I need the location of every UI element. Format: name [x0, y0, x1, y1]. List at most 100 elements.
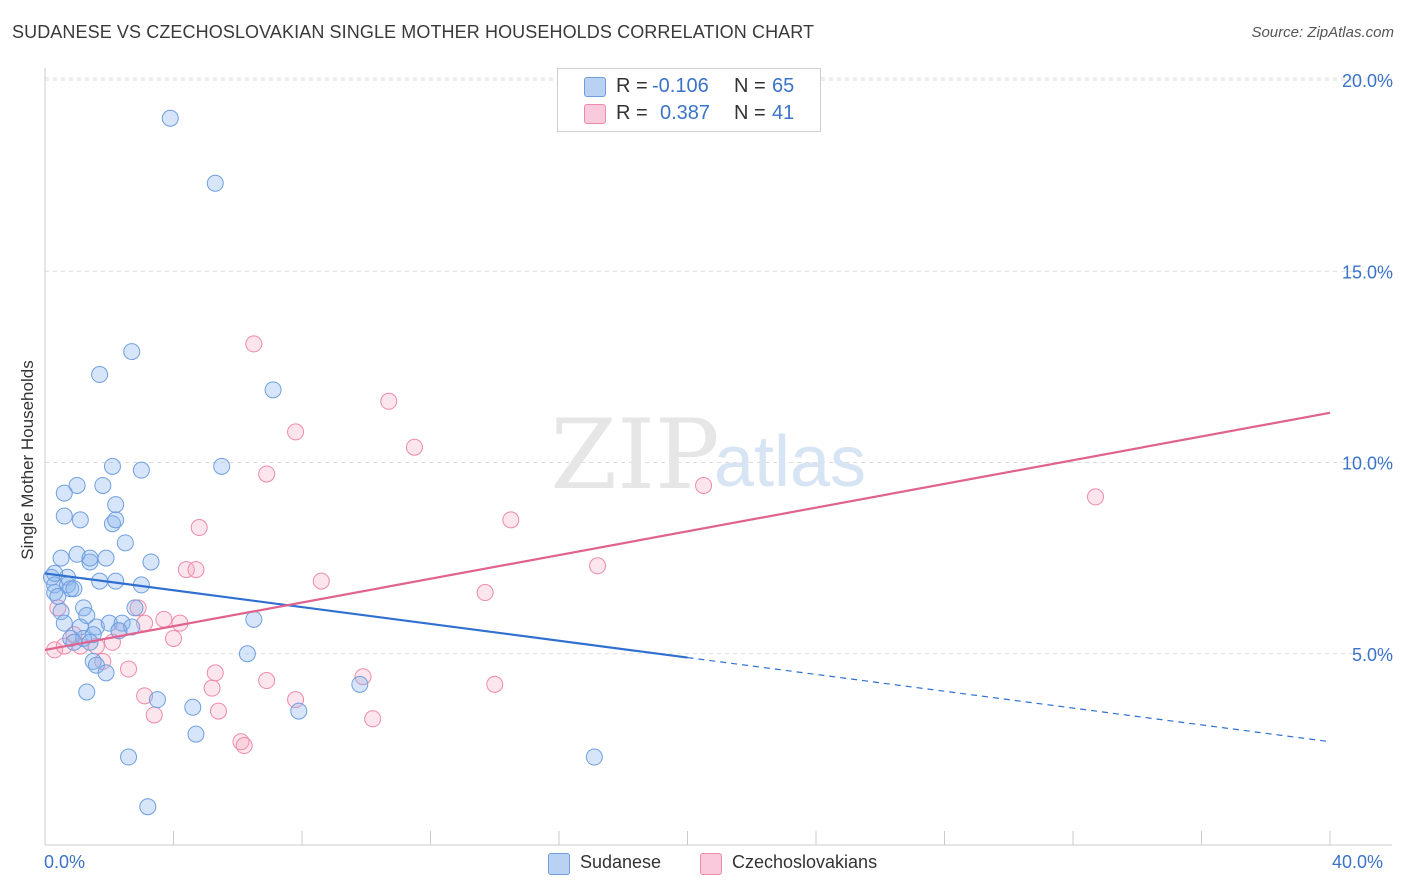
sudanese-point	[187, 725, 205, 743]
bottom-legend-label: Sudanese	[580, 852, 662, 872]
czech-point	[589, 557, 607, 575]
czech-point	[258, 465, 276, 483]
sudanese-point	[91, 366, 109, 384]
sudanese-point	[103, 457, 121, 475]
sudanese-point	[68, 545, 86, 563]
chart-title: SUDANESE VS CZECHOSLOVAKIAN SINGLE MOTHE…	[12, 22, 815, 42]
sudanese-trend-line	[44, 572, 688, 659]
legend-n-label: N =	[734, 102, 766, 124]
czech-point	[120, 660, 138, 678]
sudanese-point	[213, 457, 231, 475]
grid-lines	[45, 77, 1392, 655]
sudanese-point	[290, 702, 308, 720]
czech-point	[502, 511, 520, 529]
czech-points	[46, 335, 1104, 755]
czech-point	[145, 706, 163, 724]
czech-point	[209, 702, 227, 720]
sudanese-point	[65, 633, 83, 651]
czech-point	[177, 561, 195, 579]
y-tick-labels: 5.0% 10.0% 15.0% 20.0%	[1342, 71, 1393, 665]
y-tick-label: 15.0%	[1342, 262, 1393, 282]
sudanese-point	[52, 549, 70, 567]
sudanese-point	[55, 614, 73, 632]
czech-trend-line	[44, 411, 1331, 652]
sudanese-point	[245, 610, 263, 628]
bottom-legend-label: Czechoslovakians	[732, 852, 878, 872]
czech-point	[203, 679, 221, 697]
czech-point	[405, 438, 423, 456]
sudanese-point	[81, 553, 99, 571]
sudanese-point	[78, 683, 96, 701]
sudanese-point	[107, 511, 125, 529]
source-credit: Source: ZipAtlas.com	[1251, 24, 1394, 41]
watermark-zip: ZIP	[550, 399, 719, 511]
sudanese-point	[81, 549, 99, 567]
czech-point	[380, 392, 398, 410]
legend-n-label: N =	[734, 75, 766, 97]
czech-point	[258, 672, 276, 690]
sudanese-point	[148, 691, 166, 709]
sudanese-point	[264, 381, 282, 399]
sudanese-point	[55, 507, 73, 525]
sudanese-point	[97, 549, 115, 567]
sudanese-point	[161, 109, 179, 127]
legend-r-label: R =	[616, 75, 648, 97]
czech-point	[206, 664, 224, 682]
y-tick-label: 5.0%	[1352, 645, 1393, 665]
sudanese-point	[49, 587, 67, 605]
sudanese-point	[107, 496, 125, 514]
y-axis-label: Single Mother Households	[18, 360, 37, 560]
sudanese-points	[42, 109, 603, 816]
legend-swatch-pink	[584, 104, 606, 124]
legend-swatch-blue	[584, 77, 606, 97]
watermark-atlas: atlas	[714, 422, 866, 502]
stats-legend: R = -0.106 N = 65 R = 0.387 N = 41	[557, 68, 821, 132]
czech-point	[155, 610, 173, 628]
czech-point	[165, 629, 182, 647]
sudanese-point	[120, 748, 138, 766]
sudanese-point	[139, 798, 157, 816]
sudanese-point	[123, 343, 141, 361]
legend-n-value: 41	[772, 102, 795, 124]
sudanese-point	[55, 484, 73, 502]
sudanese-point	[94, 476, 112, 494]
sudanese-point	[132, 461, 150, 479]
bottom-legend-swatch-pink	[700, 853, 722, 875]
czech-point	[364, 710, 382, 728]
legend-r-value: 0.387	[660, 102, 711, 124]
sudanese-point	[238, 645, 256, 663]
sudanese-point	[65, 580, 83, 598]
sudanese-point	[68, 476, 86, 494]
czech-point	[287, 423, 305, 441]
czech-point	[312, 572, 330, 590]
czech-point	[695, 476, 713, 494]
y-tick-label: 20.0%	[1342, 71, 1393, 91]
sudanese-point	[71, 511, 89, 529]
sudanese-trend-extension	[687, 656, 1331, 743]
y-tick-label: 10.0%	[1342, 454, 1393, 474]
czech-point	[235, 737, 253, 755]
sudanese-point	[126, 599, 144, 617]
czech-point	[486, 675, 504, 693]
sudanese-point	[585, 748, 603, 766]
x-tick-min: 0.0%	[44, 852, 86, 872]
sudanese-point	[351, 675, 369, 693]
czech-point	[245, 335, 263, 353]
czech-point	[136, 687, 154, 705]
czech-point	[476, 584, 494, 602]
sudanese-point	[97, 664, 115, 682]
legend-n-value: 65	[772, 75, 795, 97]
legend-r-label: R =	[616, 102, 648, 124]
czech-point	[187, 561, 205, 579]
legend-r-value: -0.106	[652, 75, 709, 97]
sudanese-point	[206, 174, 224, 192]
czech-point	[1086, 488, 1104, 506]
bottom-legend-swatch-blue	[548, 853, 570, 875]
sudanese-point	[184, 698, 202, 716]
axes	[44, 68, 1392, 846]
sudanese-point	[116, 534, 134, 552]
x-tick-max: 40.0%	[1332, 852, 1384, 872]
czech-point	[190, 519, 208, 537]
sudanese-point	[142, 553, 160, 571]
